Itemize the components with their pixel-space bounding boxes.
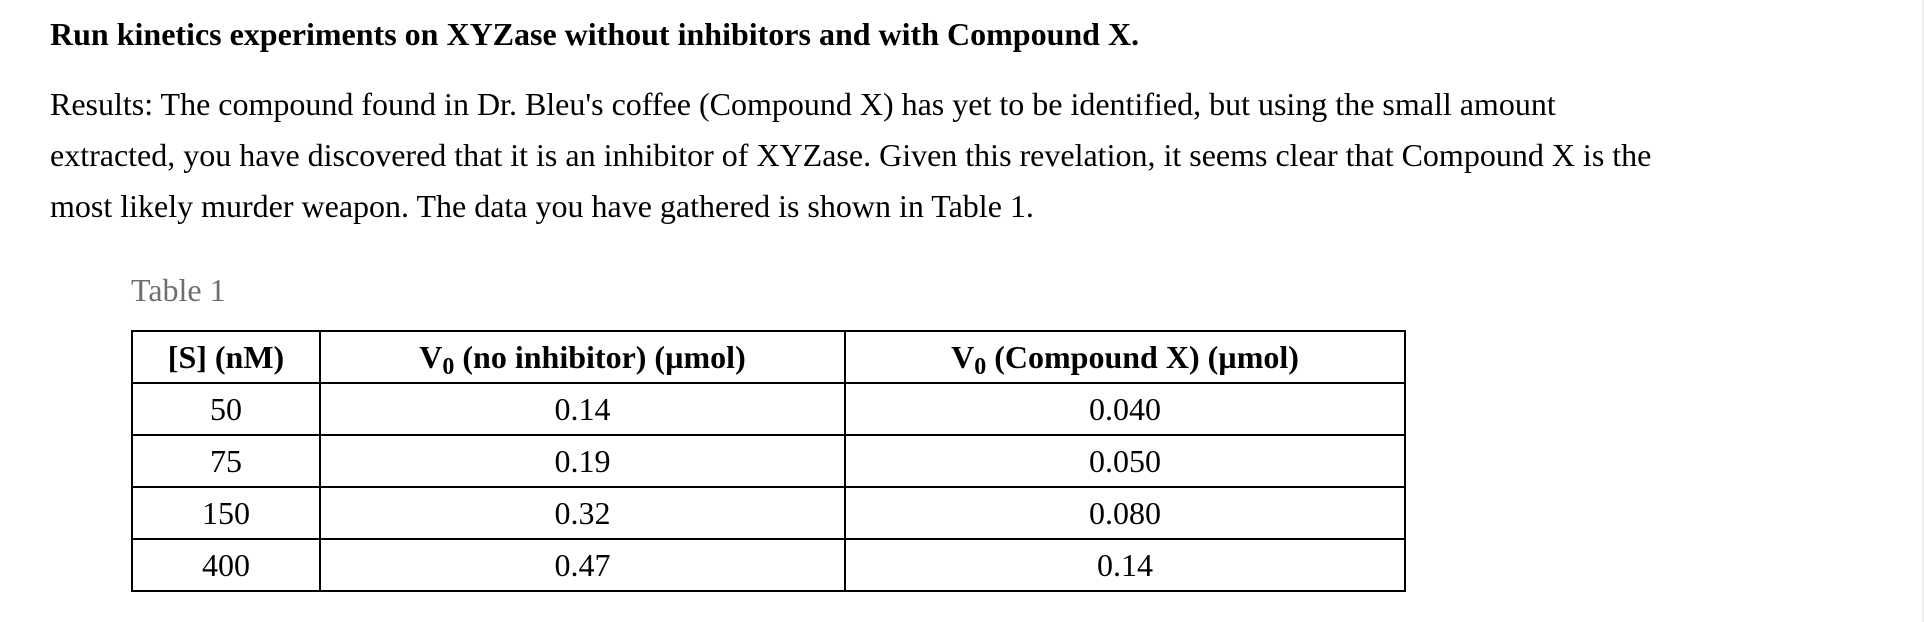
table-cell: 0.080 bbox=[844, 486, 1406, 540]
table-row: 150 0.32 0.080 bbox=[131, 486, 1406, 540]
header-subscript: 0 bbox=[442, 354, 455, 380]
table-header-row: [S] (nM) V0 (no inhibitor) (µmol) V0 (Co… bbox=[131, 330, 1406, 384]
table-cell: 50 bbox=[131, 382, 321, 436]
header-v0-no-inhibitor: V0 (no inhibitor) (µmol) bbox=[319, 330, 846, 384]
table-row: 400 0.47 0.14 bbox=[131, 538, 1406, 592]
table-cell: 150 bbox=[131, 486, 321, 540]
kinetics-data-table: [S] (nM) V0 (no inhibitor) (µmol) V0 (Co… bbox=[131, 330, 1406, 592]
header-substrate-concentration: [S] (nM) bbox=[131, 330, 321, 384]
header-symbol: V bbox=[951, 339, 975, 375]
table-cell: 400 bbox=[131, 538, 321, 592]
page-edge-divider bbox=[1922, 0, 1924, 622]
header-text: (Compound X) (µmol) bbox=[986, 339, 1299, 375]
results-paragraph: Results: The compound found in Dr. Bleu'… bbox=[50, 79, 1870, 232]
table-cell: 0.32 bbox=[319, 486, 846, 540]
header-text: (no inhibitor) (µmol) bbox=[454, 339, 746, 375]
results-line: most likely murder weapon. The data you … bbox=[50, 188, 1034, 224]
table-cell: 0.19 bbox=[319, 434, 846, 488]
table-cell: 0.040 bbox=[844, 382, 1406, 436]
results-line: Results: The compound found in Dr. Bleu'… bbox=[50, 86, 1556, 122]
table-row: 50 0.14 0.040 bbox=[131, 382, 1406, 436]
table-cell: 0.14 bbox=[319, 382, 846, 436]
header-subscript: 0 bbox=[974, 354, 987, 380]
table-cell: 0.14 bbox=[844, 538, 1406, 592]
table-cell: 0.47 bbox=[319, 538, 846, 592]
table-cell: 0.050 bbox=[844, 434, 1406, 488]
results-line: extracted, you have discovered that it i… bbox=[50, 137, 1652, 173]
table-cell: 75 bbox=[131, 434, 321, 488]
header-text: [S] (nM) bbox=[167, 339, 285, 375]
header-symbol: V bbox=[419, 339, 443, 375]
table-caption: Table 1 bbox=[131, 272, 226, 308]
header-v0-compound-x: V0 (Compound X) (µmol) bbox=[844, 330, 1406, 384]
section-heading: Run kinetics experiments on XYZase witho… bbox=[50, 16, 1140, 52]
table-row: 75 0.19 0.050 bbox=[131, 434, 1406, 488]
